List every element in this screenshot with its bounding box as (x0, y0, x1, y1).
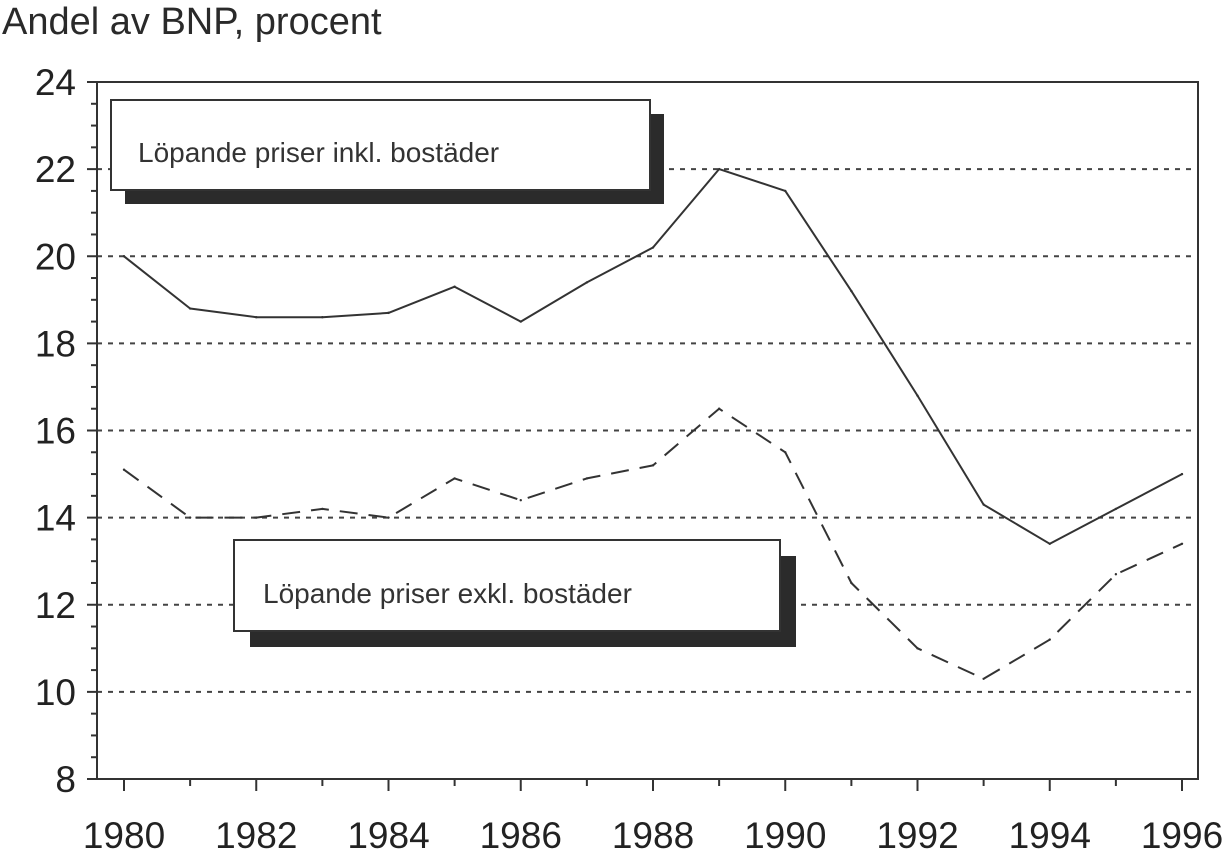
x-tick-label: 1990 (744, 815, 826, 856)
y-axis: 8 10 12 14 16 18 20 22 24 (35, 62, 97, 800)
point-exkl-1992 (916, 647, 919, 650)
point-exkl-1986 (519, 499, 522, 502)
point-inkl-1991 (850, 289, 853, 293)
point-inkl-1992 (916, 394, 919, 397)
x-tick-label: 1982 (215, 815, 297, 856)
point-inkl-1984 (387, 311, 390, 315)
point-exkl-1985 (453, 477, 456, 480)
point-inkl-1996 (1180, 472, 1184, 476)
y-tick-label: 24 (35, 62, 76, 103)
point-exkl-1990 (784, 451, 787, 454)
x-tick-label: 1994 (1009, 815, 1091, 856)
legend-box-exkl (233, 539, 781, 632)
point-exkl-1983 (321, 507, 324, 511)
point-inkl-1982 (255, 316, 258, 319)
point-inkl-1986 (519, 320, 522, 323)
point-inkl-1980 (122, 255, 126, 258)
legend: Löpande priser inkl. bostäder Löpande pri… (110, 99, 796, 647)
series-lines (122, 167, 1184, 681)
x-tick-label: 1980 (83, 815, 165, 856)
y-tick-label: 14 (35, 498, 76, 539)
point-inkl-1995 (1114, 507, 1118, 511)
y-tick-label: 20 (35, 236, 76, 277)
point-exkl-1988 (651, 464, 655, 467)
point-inkl-1994 (1048, 542, 1051, 545)
point-exkl-1989 (717, 407, 721, 410)
legend-label-0: Löpande priser inkl. bostäder (138, 137, 499, 168)
point-exkl-1982 (255, 516, 258, 519)
point-exkl-1994 (1048, 638, 1051, 641)
series-line-inkl (123, 168, 1183, 545)
point-exkl-1981 (188, 516, 192, 519)
legend-box-inkl (110, 99, 651, 191)
point-inkl-1990 (784, 189, 787, 193)
x-tick-label: 1988 (612, 815, 694, 856)
y-tick-label: 12 (35, 585, 76, 626)
point-exkl-1984 (387, 516, 390, 519)
point-exkl-1993 (982, 677, 985, 681)
point-exkl-1996 (1180, 542, 1184, 545)
point-inkl-1989 (717, 167, 721, 171)
y-tick-label: 18 (35, 323, 76, 364)
legend-label-1: Löpande priser exkl. bostäder (263, 578, 632, 609)
point-inkl-1985 (453, 285, 456, 288)
point-inkl-1993 (982, 503, 985, 506)
point-inkl-1983 (321, 316, 324, 319)
point-inkl-1981 (188, 307, 192, 310)
x-tick-label: 1986 (480, 815, 562, 856)
y-tick-label: 10 (35, 672, 76, 713)
y-tick-label: 16 (35, 411, 76, 452)
x-tick-label: 1984 (347, 815, 429, 856)
point-exkl-1991 (850, 581, 853, 585)
point-inkl-1987 (585, 281, 589, 284)
y-tick-label: 22 (35, 149, 76, 190)
y-axis-title: Andel av BNP, procent (2, 1, 382, 43)
point-exkl-1987 (585, 477, 589, 480)
x-tick-label: 1996 (1141, 815, 1223, 856)
x-tick-label: 1992 (876, 815, 958, 856)
y-tick-label: 8 (55, 759, 76, 800)
point-inkl-1988 (651, 246, 655, 249)
point-exkl-1995 (1114, 573, 1118, 576)
point-exkl-1980 (122, 468, 126, 471)
x-axis: 1980 1982 1984 1986 1988 1990 1992 1994 1996 (83, 779, 1223, 856)
